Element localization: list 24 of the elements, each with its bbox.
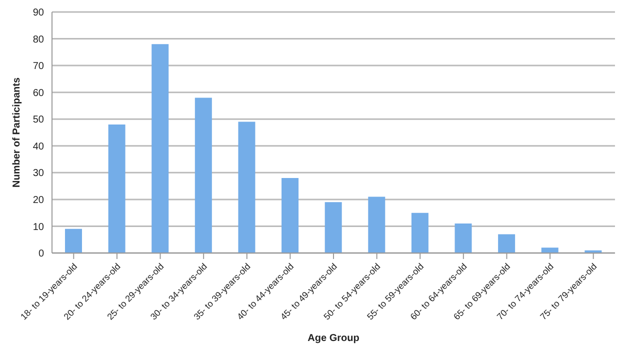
y-tick-label: 30 (32, 168, 44, 180)
bar (541, 248, 558, 253)
bar (454, 224, 472, 253)
y-axis-title: Number of Participants (12, 77, 23, 188)
y-tick-label: 20 (32, 194, 44, 206)
bar (498, 234, 516, 253)
bar (238, 122, 256, 253)
y-tick-label: 60 (32, 88, 44, 99)
bar (194, 98, 212, 253)
bar (411, 212, 428, 253)
bar (368, 196, 386, 253)
bar (64, 228, 82, 253)
x-axis-title: Age Group (308, 333, 360, 344)
y-tick-label: 80 (32, 34, 44, 46)
bar (282, 178, 299, 253)
y-tick-label: 90 (32, 8, 44, 19)
y-tick-label: 0 (38, 248, 44, 260)
bar (324, 202, 342, 253)
y-tick-label: 40 (32, 141, 44, 152)
y-tick-label: 70 (32, 61, 44, 72)
y-tick-label: 10 (32, 222, 44, 233)
bar (108, 124, 126, 253)
bar (152, 44, 169, 253)
y-tick-label: 50 (32, 114, 44, 126)
